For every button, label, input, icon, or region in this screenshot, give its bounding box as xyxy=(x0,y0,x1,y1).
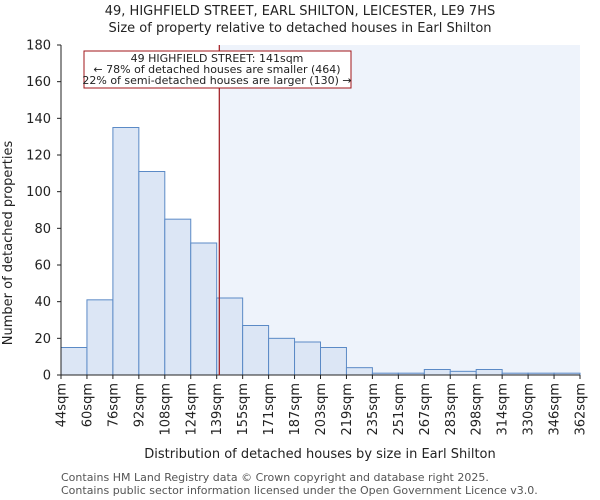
chart-title-line-1: 49, HIGHFIELD STREET, EARL SHILTON, LEIC… xyxy=(105,4,495,19)
x-tick-label-60sqm: 60sqm xyxy=(80,383,95,427)
x-tick-label-76sqm: 76sqm xyxy=(106,383,121,427)
x-tick-label-139sqm: 139sqm xyxy=(210,383,225,436)
y-tick-label-100: 100 xyxy=(26,185,51,200)
x-tick-label-346sqm: 346sqm xyxy=(548,383,563,436)
x-tick-label-92sqm: 92sqm xyxy=(132,383,147,427)
y-axis-label: Number of detached properties xyxy=(1,141,16,346)
x-tick-label-187sqm: 187sqm xyxy=(288,383,303,436)
y-tick-label-40: 40 xyxy=(34,295,51,310)
bar-92sqm xyxy=(138,171,166,376)
histogram-chart: 49, HIGHFIELD STREET, EARL SHILTON, LEIC… xyxy=(1,4,589,462)
bar-203sqm xyxy=(320,347,347,376)
x-tick-label-267sqm: 267sqm xyxy=(418,383,433,436)
bar-187sqm xyxy=(294,341,321,376)
bar-171sqm xyxy=(268,337,296,376)
bar-139sqm xyxy=(216,297,244,376)
x-tick-label-219sqm: 219sqm xyxy=(340,383,355,436)
bar-219sqm xyxy=(345,367,373,376)
annotation-line-3: 22% of semi-detached houses are larger (… xyxy=(82,74,351,87)
annotation-border xyxy=(83,50,352,89)
annotation-line-1: 49 HIGHFIELD STREET: 141sqm xyxy=(131,52,304,65)
x-tick-label-330sqm: 330sqm xyxy=(522,383,537,436)
x-tick-label-362sqm: 362sqm xyxy=(574,383,589,436)
x-tick-label-44sqm: 44sqm xyxy=(55,383,70,427)
x-tick-label-298sqm: 298sqm xyxy=(470,383,485,436)
x-tick-label-235sqm: 235sqm xyxy=(366,383,381,436)
bar-267sqm xyxy=(423,369,451,376)
x-axis-label: Distribution of detached houses by size … xyxy=(144,447,496,462)
bar-76sqm xyxy=(112,127,140,376)
y-tick-label-120: 120 xyxy=(26,149,51,164)
annotation-box: 49 HIGHFIELD STREET: 141sqm ← 78% of det… xyxy=(82,50,352,89)
annotation-line-2: ← 78% of detached houses are smaller (46… xyxy=(93,63,340,76)
x-tick-label-314sqm: 314sqm xyxy=(496,383,511,436)
x-tick-label-155sqm: 155sqm xyxy=(236,383,251,436)
bar-124sqm xyxy=(190,242,218,376)
y-tick-label-0: 0 xyxy=(43,369,51,384)
y-tick-label-60: 60 xyxy=(34,259,51,274)
y-tick-label-180: 180 xyxy=(26,39,51,54)
x-tick-label-171sqm: 171sqm xyxy=(262,383,277,436)
x-tick-label-251sqm: 251sqm xyxy=(392,383,407,436)
bar-108sqm xyxy=(164,218,192,376)
bar-283sqm xyxy=(449,370,477,376)
x-tick-label-203sqm: 203sqm xyxy=(314,383,329,436)
footer-line-2: Contains public sector information licen… xyxy=(61,484,538,497)
y-tick-label-140: 140 xyxy=(26,112,51,127)
x-tick-label-283sqm: 283sqm xyxy=(444,383,459,436)
y-tick-label-20: 20 xyxy=(34,332,51,347)
bar-298sqm xyxy=(475,369,503,376)
chart-title-line-2: Size of property relative to detached ho… xyxy=(108,21,491,36)
bar-44sqm xyxy=(60,347,88,376)
x-tick-label-108sqm: 108sqm xyxy=(158,383,173,436)
footer-line-1: Contains HM Land Registry data © Crown c… xyxy=(61,471,489,484)
bar-60sqm xyxy=(86,299,114,376)
x-tick-label-124sqm: 124sqm xyxy=(184,383,199,436)
highlight-region xyxy=(219,45,581,375)
y-tick-label-160: 160 xyxy=(26,75,51,90)
y-tick-label-80: 80 xyxy=(34,222,51,237)
bar-155sqm xyxy=(242,325,270,376)
bars-group xyxy=(60,127,581,376)
